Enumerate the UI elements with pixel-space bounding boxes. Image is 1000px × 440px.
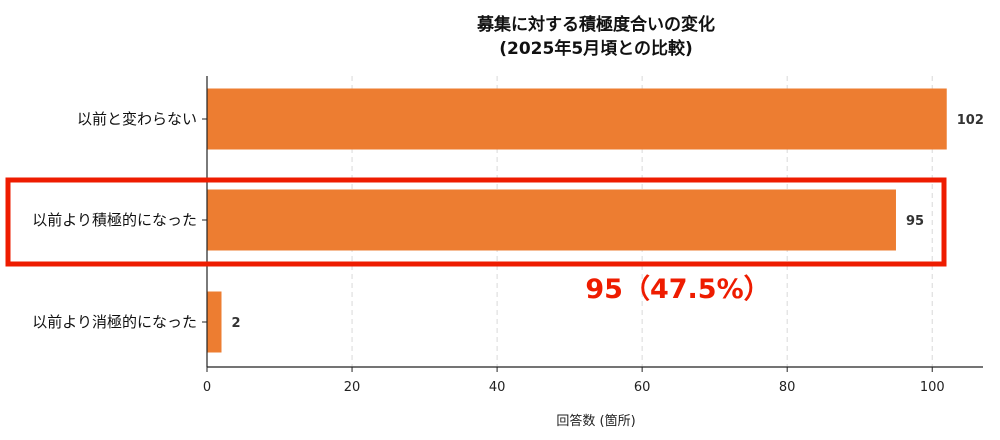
bars bbox=[207, 88, 947, 353]
value-labels: 102 95 2 bbox=[232, 113, 984, 331]
x-ticks: 0 20 40 60 80 100 bbox=[203, 367, 945, 395]
chart-title: 募集に対する積極度合いの変化 bbox=[476, 14, 715, 35]
x-tick-label: 100 bbox=[920, 380, 945, 395]
bar bbox=[207, 291, 222, 353]
chart-subtitle: (2025年5月頃との比較) bbox=[499, 38, 693, 59]
axes bbox=[202, 76, 983, 368]
highlight-annotation: 95（47.5%） bbox=[585, 274, 770, 305]
bar bbox=[207, 88, 947, 150]
category-label: 以前より消極的になった bbox=[32, 313, 197, 331]
value-label: 102 bbox=[957, 113, 984, 128]
category-label: 以前と変わらない bbox=[77, 110, 197, 128]
category-label: 以前より積極的になった bbox=[32, 211, 197, 229]
highlight-box bbox=[5, 177, 947, 267]
x-tick-label: 60 bbox=[634, 380, 651, 395]
x-axis-title: 回答数 (箇所) bbox=[556, 413, 635, 429]
x-tick-label: 20 bbox=[344, 380, 361, 395]
value-label: 95 bbox=[906, 214, 924, 229]
bar bbox=[207, 189, 896, 251]
x-tick-label: 80 bbox=[779, 380, 796, 395]
x-tick-label: 0 bbox=[203, 380, 211, 395]
value-label: 2 bbox=[232, 316, 241, 331]
x-tick-label: 40 bbox=[489, 380, 506, 395]
